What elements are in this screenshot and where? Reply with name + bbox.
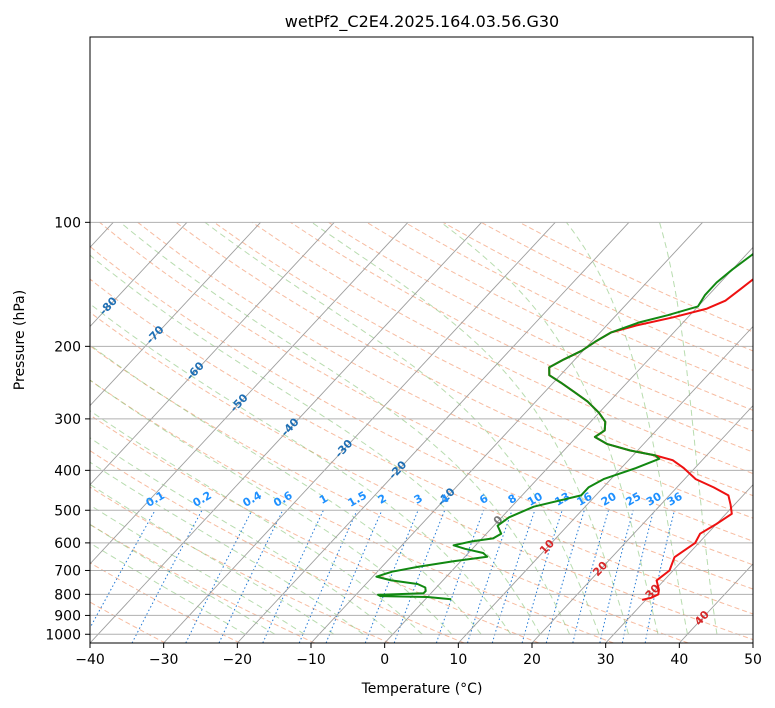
mixing-ratio-line <box>90 510 156 629</box>
isotherm-line <box>90 222 335 486</box>
dry-adiabat <box>90 486 390 643</box>
moist-adiabat <box>90 437 394 635</box>
x-tick-label: 40 <box>670 652 688 668</box>
background-lines <box>90 221 753 643</box>
y-tick-label: 500 <box>54 503 81 519</box>
plot-area: -100-90-80-70-60-50-40-30-20-10010203040… <box>90 221 753 643</box>
y-tick-label: 200 <box>54 339 81 355</box>
dry-adiabat <box>366 221 753 411</box>
y-tick-label: 400 <box>54 463 81 479</box>
isotherm-line <box>90 222 261 407</box>
mixing-ratio-line <box>262 510 324 643</box>
y-tick-label: 300 <box>54 412 81 428</box>
moist-adiabat <box>90 410 423 635</box>
isotherm-line <box>384 246 753 643</box>
profile-line <box>375 252 753 601</box>
isotherm-line <box>458 325 753 643</box>
dry-adiabat <box>290 221 753 453</box>
dry-adiabat <box>99 221 753 566</box>
x-axis: −40 −30 −20 −10 0 10 20 30 40 50 <box>75 643 762 668</box>
mixing-ratio-line <box>131 510 203 643</box>
isotherm-line <box>310 222 703 643</box>
x-tick-label: −30 <box>149 652 179 668</box>
isotherm-line <box>679 563 753 643</box>
mixing-ratio-line <box>467 510 513 643</box>
y-tick-label: 600 <box>54 536 81 552</box>
dry-adiabat <box>90 278 753 615</box>
dry-adiabat <box>175 221 753 519</box>
y-tick-label: 700 <box>54 563 81 579</box>
isotherm-line <box>90 222 482 643</box>
dry-adiabat <box>328 221 753 432</box>
x-tick-label: 50 <box>744 652 762 668</box>
mixing-ratio-line <box>218 510 284 643</box>
isotherm-line <box>90 222 409 565</box>
dry-adiabat <box>90 414 539 643</box>
mixing-ratio-line <box>644 510 675 643</box>
moist-adiabat <box>90 461 364 635</box>
moist-adiabat <box>440 221 659 635</box>
moist-adiabat <box>311 221 629 635</box>
moist-adiabat <box>90 483 335 635</box>
x-axis-label: Temperature (°C) <box>361 681 483 697</box>
isotherm-line <box>90 222 188 328</box>
dry-adiabat <box>90 562 241 643</box>
mixing-ratio-line <box>364 510 419 643</box>
moist-adiabat <box>90 254 541 635</box>
y-tick-label: 800 <box>54 587 81 603</box>
x-tick-label: 0 <box>380 652 389 668</box>
mixing-ratio-line <box>521 510 563 643</box>
x-tick-label: −10 <box>296 652 326 668</box>
dry-adiabat <box>213 221 753 497</box>
mixing-ratio-line <box>599 510 634 643</box>
y-tick-label: 900 <box>54 608 81 624</box>
moist-adiabat <box>90 379 453 635</box>
y-axis-label: Pressure (hPa) <box>12 290 28 390</box>
y-tick-label: 100 <box>54 215 81 231</box>
x-tick-label: 20 <box>523 652 541 668</box>
mixing-ratio-line <box>621 510 655 643</box>
isotherm-line <box>531 404 753 643</box>
moist-adiabat <box>90 504 305 635</box>
dry-adiabat <box>251 221 753 475</box>
y-tick-label: 1000 <box>45 627 81 643</box>
y-axis: 100 200 300 400 500 600 700 800 900 1000 <box>45 215 90 643</box>
dry-adiabat <box>90 379 614 643</box>
isotherm-line <box>163 222 556 643</box>
plot-frame <box>89 36 754 644</box>
x-tick-label: −40 <box>75 652 105 668</box>
mixing-ratio-line <box>185 510 253 643</box>
mixing-ratio-line <box>572 510 609 643</box>
chart-title: wetPf2_C2E4.2025.164.03.56.G30 <box>285 12 559 32</box>
x-tick-label: 10 <box>449 652 467 668</box>
dry-adiabat <box>90 450 465 643</box>
isotherm-line <box>237 222 630 643</box>
moist-adiabat <box>204 221 600 635</box>
x-tick-label: 30 <box>597 652 615 668</box>
mixing-ratio-line <box>545 510 585 643</box>
moist-adiabat <box>566 222 688 635</box>
x-tick-label: −20 <box>223 652 253 668</box>
moist-adiabat <box>119 221 571 635</box>
isotherm-line <box>605 484 753 643</box>
moist-adiabat <box>90 303 512 635</box>
dry-adiabat <box>90 345 689 643</box>
